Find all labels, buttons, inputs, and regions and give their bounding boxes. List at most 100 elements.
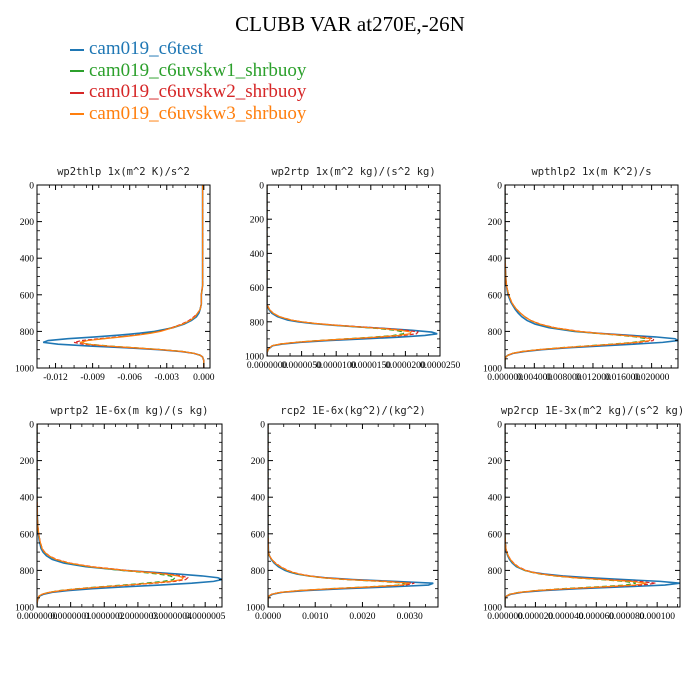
y-tick-label: 1000 (245, 353, 264, 363)
x-tick-label: 0.012000 (575, 373, 611, 383)
y-tick-label: 1000 (483, 365, 502, 375)
y-tick-label: 600 (20, 291, 35, 301)
y-tick-label: 600 (250, 284, 265, 294)
legend-label: cam019_c6uvskw2_shrbuoy (89, 81, 307, 102)
x-tick-label: 0.000080 (609, 612, 645, 622)
y-tick-label: 0 (260, 421, 265, 431)
plot-frame (504, 423, 681, 608)
x-tick-label: 0.000000 (487, 612, 523, 622)
chart-panel: wp2rcp 1E-3x(m^2 kg)/(s^2 kg) 0 200 400 600 8… (483, 405, 684, 622)
series-line (268, 424, 406, 607)
x-tick-label: 0.0000005 (185, 612, 226, 622)
x-tick-label: 0.0000001 (50, 612, 91, 622)
y-tick-label: 1000 (15, 365, 34, 375)
y-tick-label: 0 (29, 182, 34, 192)
plot-frame (36, 423, 223, 608)
y-tick-label: 400 (20, 494, 35, 504)
x-tick-label: 0.0000100 (316, 361, 357, 371)
chart-panel: rcp2 1E-6x(kg^2)/(kg^2) 0 200 400 600 800 1000… (246, 405, 439, 622)
y-tick-label: 800 (488, 567, 503, 577)
y-tick-label: 600 (488, 291, 503, 301)
series-line (505, 185, 651, 368)
y-tick-label: 1000 (15, 604, 34, 614)
chart-panel: wpthlp2 1x(m K^2)/s020040060080010000.00… (483, 166, 679, 383)
legend-item: cam019_c6uvskw1_shrbuoy (70, 60, 306, 82)
y-tick-label: 200 (250, 216, 265, 226)
legend-item: cam019_c6uvskw3_shrbuoy (70, 103, 306, 125)
chart-panel: wprtp2 1E-6x(m kg)/(s kg) 0 200 400 600 800 10… (15, 405, 226, 622)
y-tick-label: 0 (497, 182, 502, 192)
y-tick-label: 400 (250, 250, 265, 260)
series-line (80, 185, 205, 368)
y-tick-label: 200 (20, 218, 35, 228)
y-tick-label: 600 (20, 530, 35, 540)
x-tick-label: 0.0000050 (281, 361, 322, 371)
legend: cam019_c6test cam019_c6uvskw1_shrbuoy ca… (70, 38, 306, 124)
y-tick-label: 400 (488, 494, 503, 504)
x-tick-label: 0.008000 (546, 373, 582, 383)
legend-swatch (70, 91, 84, 94)
x-tick-label: -0.006 (117, 373, 142, 383)
y-tick-label: 0 (29, 421, 34, 431)
x-tick-label: 0.0000004 (151, 612, 192, 622)
legend-label: cam019_c6uvskw3_shrbuoy (89, 102, 307, 124)
y-tick-label: 0 (259, 182, 264, 192)
x-tick-label: -0.012 (43, 373, 68, 383)
x-tick-label: 0.0000000 (17, 612, 58, 622)
panel-title: wprtp2 1E-6x(m kg)/(s kg) (50, 405, 208, 417)
legend-swatch (70, 48, 84, 51)
x-tick-label: 0.0000002 (84, 612, 125, 622)
series-line (37, 424, 176, 607)
x-tick-label: 0.000040 (548, 612, 584, 622)
x-tick-label: 0.0000200 (385, 361, 426, 371)
x-tick-label: 0.0000 (255, 612, 281, 622)
x-tick-label: 0.0000003 (118, 612, 159, 622)
panel-title: wp2rcp 1E-3x(m^2 kg)/(s^2 kg) (501, 405, 684, 417)
x-tick-label: 0.000020 (518, 612, 554, 622)
x-tick-label: 0.000000 (487, 373, 523, 383)
x-tick-label: 0.000 (193, 373, 215, 383)
x-tick-label: 0.0030 (397, 612, 423, 622)
legend-swatch (70, 113, 84, 116)
y-tick-label: 800 (250, 318, 265, 328)
series-line (267, 185, 438, 356)
x-tick-label: 0.0000250 (420, 361, 461, 371)
figure-title: CLUBB VAR at270E,-26N (235, 12, 465, 36)
y-tick-label: 800 (20, 328, 35, 338)
y-tick-label: 200 (488, 457, 503, 467)
series-line (505, 424, 680, 607)
legend-swatch (70, 70, 84, 73)
series-line (79, 185, 205, 368)
series-line (505, 185, 647, 368)
x-tick-label: 0.0000150 (351, 361, 392, 371)
y-tick-label: 400 (488, 255, 503, 265)
panel-title: wp2rtp 1x(m^2 kg)/(s^2 kg) (271, 166, 435, 178)
x-tick-label: 0.0020 (349, 612, 375, 622)
panel-title: wp2thlp 1x(m^2 K)/s^2 (57, 166, 190, 178)
panel-title: rcp2 1E-6x(kg^2)/(kg^2) (280, 405, 425, 417)
series-line (267, 185, 412, 356)
legend-item: cam019_c6uvskw2_shrbuoy (70, 81, 306, 103)
series-line (37, 424, 189, 607)
y-tick-label: 1000 (246, 604, 265, 614)
y-tick-label: 400 (251, 494, 266, 504)
x-tick-label: -0.003 (154, 373, 179, 383)
x-tick-label: 0.000060 (578, 612, 614, 622)
series-line (73, 185, 205, 368)
y-tick-label: 200 (20, 457, 35, 467)
legend-label: cam019_c6test (89, 38, 203, 59)
series-line (505, 185, 655, 368)
x-tick-label: 0.020000 (634, 373, 670, 383)
series-line (42, 185, 205, 368)
series-line (268, 424, 410, 607)
chart-panel: wp2rtp 1x(m^2 kg)/(s^2 kg) 0 200 400 600 800 1… (245, 166, 460, 371)
y-tick-label: 800 (488, 328, 503, 338)
series-line (267, 185, 405, 356)
x-tick-label: 0.000100 (639, 612, 675, 622)
series-line (37, 424, 185, 607)
x-tick-label: -0.009 (80, 373, 105, 383)
chart-panel: wp2thlp 1x(m^2 K)/s^2 0 200 400 600 800 1000 -0… (15, 166, 215, 383)
legend-label: cam019_c6uvskw1_shrbuoy (89, 59, 307, 81)
